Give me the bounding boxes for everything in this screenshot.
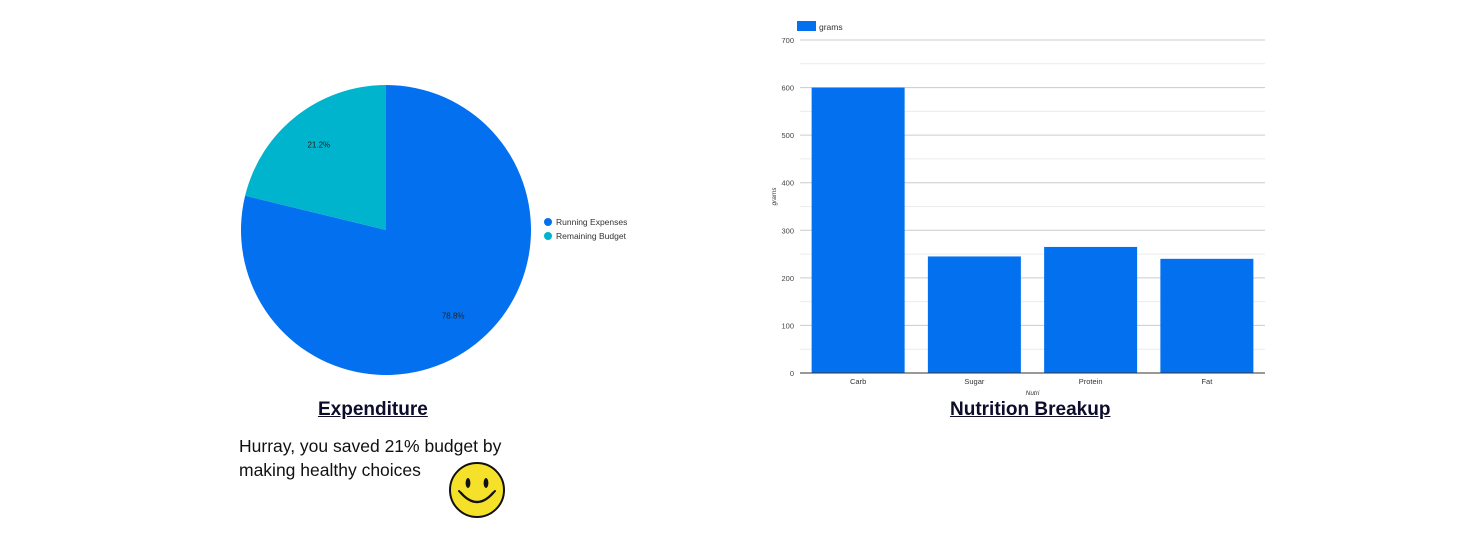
y-tick-label: 400	[781, 179, 794, 188]
x-tick-label: Carb	[850, 377, 866, 386]
x-tick-label: Fat	[1201, 377, 1213, 386]
savings-message: Hurray, you saved 21% budget by making h…	[239, 436, 502, 480]
x-tick-label: Sugar	[964, 377, 985, 386]
smiley-face-icon	[449, 462, 505, 518]
bar-protein	[1044, 246, 1138, 373]
pie-slice-1	[241, 85, 531, 376]
y-axis-title: grams	[771, 187, 778, 206]
nutrition-title: Nutrition Breakup	[950, 399, 1111, 420]
y-tick-label: 200	[781, 274, 794, 283]
y-tick-label: 0	[790, 369, 794, 378]
y-tick-label: 700	[781, 36, 794, 45]
legend-swatch-2	[544, 232, 552, 240]
legend-label-1: Running Expenses	[556, 217, 627, 227]
bar-fat	[1160, 258, 1254, 373]
legend-swatch	[797, 21, 816, 31]
pie-slice-label-2: 21.2%	[307, 140, 330, 149]
expenditure-pie-chart: 78.8% 21.2% Running Expenses Remaining Budg…	[241, 85, 627, 376]
x-tick-label: Protein	[1079, 377, 1103, 386]
x-axis-title: Nutri	[1026, 390, 1040, 395]
legend-label-2: Remaining Budget	[556, 231, 627, 241]
pie-slice-label-1: 78.8%	[442, 312, 465, 321]
pie-slice-2	[245, 85, 386, 230]
expenditure-title: Expenditure	[318, 399, 428, 420]
nutrition-bar-chart: 0 100 200 300 400 500 600 700 Carb Sugar Protein Fa…	[771, 21, 1265, 395]
bar-carb	[811, 87, 905, 374]
y-tick-label: 600	[781, 84, 794, 93]
y-tick-label: 500	[781, 131, 794, 140]
bar-sugar	[927, 256, 1021, 373]
legend-swatch-1	[544, 218, 552, 226]
legend-label: grams	[819, 22, 843, 32]
y-tick-label: 100	[781, 321, 794, 330]
y-tick-label: 300	[781, 226, 794, 235]
